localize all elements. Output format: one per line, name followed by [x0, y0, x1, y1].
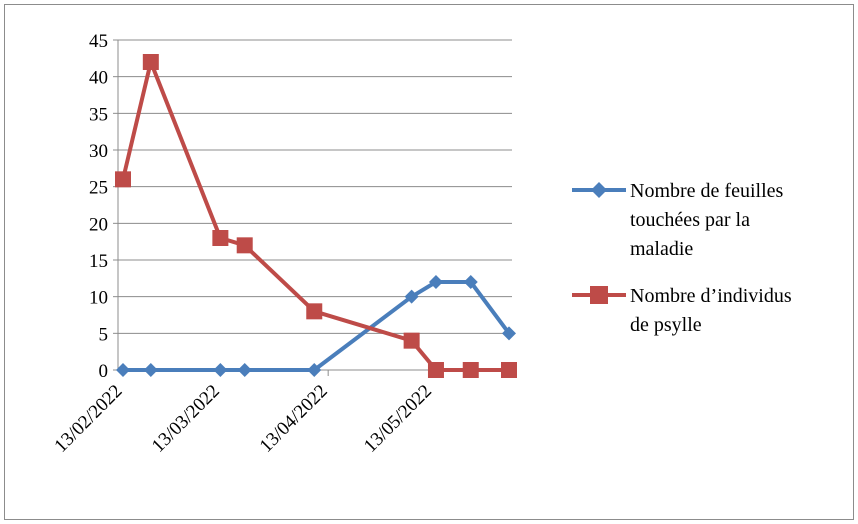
x-tick-label: 13/02/2022 — [50, 381, 126, 457]
data-point — [427, 362, 444, 378]
gridlines — [118, 39, 512, 334]
data-point — [142, 54, 159, 70]
data-point — [463, 275, 478, 289]
data-point — [462, 362, 479, 378]
legend: Nombre de feuilles touchées par la maladie… — [572, 180, 792, 336]
data-point — [501, 362, 517, 378]
y-tick-label: 20 — [89, 214, 108, 235]
data-point — [212, 230, 229, 246]
data-point — [306, 303, 323, 320]
series-line — [123, 280, 511, 372]
y-tick-label: 30 — [89, 141, 108, 162]
data-point — [213, 363, 228, 377]
y-tick-labels: 0 5 10 15 20 25 30 35 40 45 — [89, 31, 108, 382]
data-point — [115, 171, 131, 188]
y-tick-label: 40 — [89, 68, 108, 89]
legend-label: Nombre d’individus de psylle — [630, 285, 792, 336]
data-point — [307, 363, 322, 377]
legend-swatch-marker — [591, 182, 607, 198]
y-tick-label: 0 — [99, 361, 109, 382]
data-point — [428, 275, 443, 289]
legend-label: Nombre de feuilles touchées par la maladie — [630, 180, 783, 260]
data-point — [236, 237, 253, 254]
data-point — [143, 363, 158, 377]
y-tick-label: 15 — [89, 251, 108, 272]
x-tick-label: 13/03/2022 — [148, 381, 224, 457]
x-tick-label: 13/04/2022 — [256, 381, 332, 457]
legend-swatch-marker — [590, 286, 608, 304]
axes — [113, 39, 512, 376]
data-point — [237, 363, 252, 377]
series-1 — [116, 275, 516, 377]
data-point — [403, 332, 420, 349]
legend-item: Nombre de feuilles touchées par la maladie — [572, 180, 783, 260]
series-2 — [115, 54, 517, 378]
data-point — [502, 326, 516, 341]
y-tick-label: 5 — [99, 324, 109, 345]
y-tick-label: 35 — [89, 104, 108, 125]
x-tick-label: 13/05/2022 — [360, 381, 436, 457]
y-tick-label: 25 — [89, 178, 108, 199]
legend-item: Nombre d’individus de psylle — [572, 285, 792, 336]
y-tick-label: 45 — [89, 31, 108, 52]
x-tick-labels: 13/02/2022 13/03/2022 13/04/2022 13/05/2022 — [50, 381, 436, 457]
series-line — [121, 60, 509, 372]
series-group — [115, 54, 517, 378]
data-point — [116, 363, 130, 377]
data-point — [404, 289, 419, 304]
y-tick-label: 10 — [89, 288, 108, 309]
